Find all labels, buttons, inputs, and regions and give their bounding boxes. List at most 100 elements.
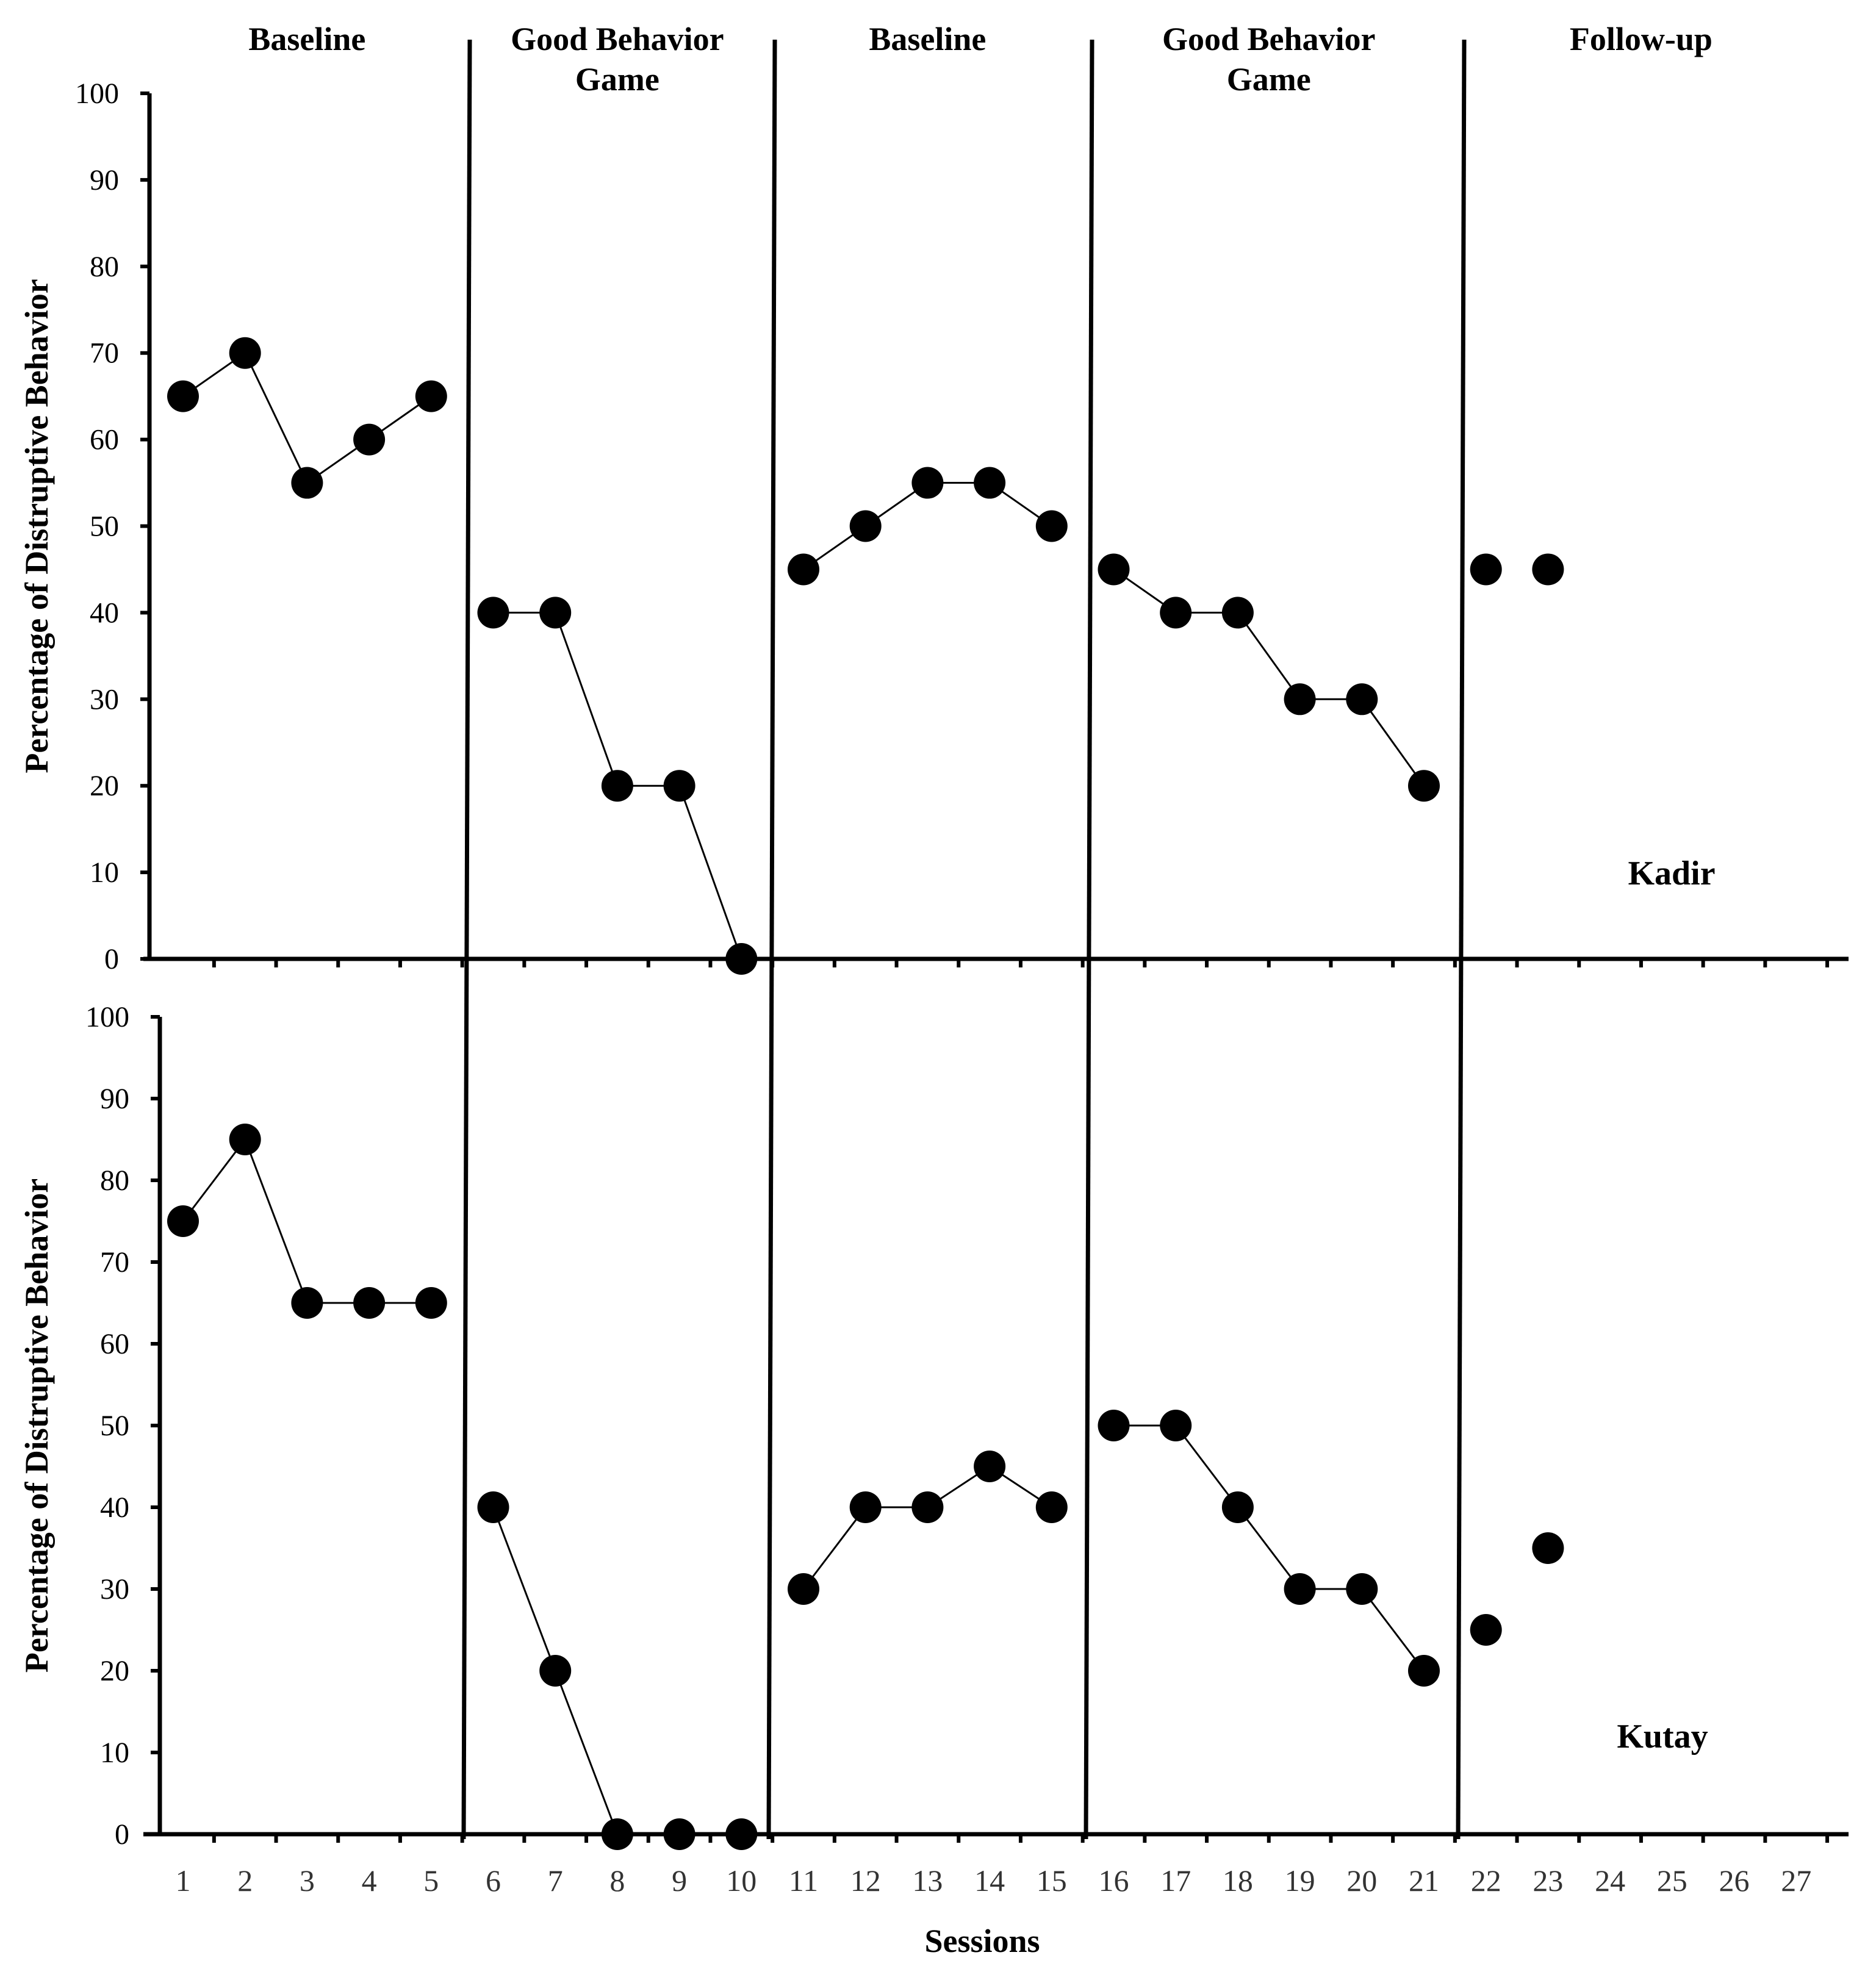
y-tick-label: 60 <box>100 1328 129 1360</box>
y-tick-label: 40 <box>100 1491 129 1524</box>
y-tick-label: 80 <box>100 1164 129 1197</box>
x-tick-label: 24 <box>1595 1863 1625 1898</box>
data-point <box>229 337 261 369</box>
data-point <box>539 1655 572 1687</box>
data-point <box>725 1818 758 1850</box>
data-point <box>1346 1573 1378 1605</box>
data-point <box>477 597 509 629</box>
x-tick-label: 9 <box>672 1863 687 1898</box>
y-tick-label: 30 <box>100 1573 129 1605</box>
x-tick-label: 12 <box>850 1863 881 1898</box>
data-point <box>1532 553 1564 586</box>
data-point <box>415 1287 447 1319</box>
y-tick-label: 90 <box>90 164 119 196</box>
y-tick-label: 0 <box>104 943 119 975</box>
data-point <box>663 770 695 802</box>
data-point <box>788 1573 819 1605</box>
data-point <box>663 1818 695 1850</box>
data-point <box>1221 1491 1254 1523</box>
data-point <box>1532 1532 1564 1564</box>
data-point <box>167 1205 199 1237</box>
data-point <box>1346 683 1378 716</box>
series-line <box>1113 569 1425 787</box>
data-point <box>353 423 386 456</box>
x-tick-label: 20 <box>1346 1863 1377 1898</box>
phase-label: Baseline <box>248 21 365 57</box>
data-point <box>849 510 882 542</box>
x-tick-label: 4 <box>362 1863 377 1898</box>
y-tick-label: 10 <box>100 1737 129 1769</box>
y-axis-title: Percentage of Distruptive Behavior <box>18 279 55 773</box>
phase-change-line <box>766 39 777 1840</box>
x-tick-label: 2 <box>237 1863 253 1898</box>
x-tick-label: 25 <box>1657 1863 1687 1898</box>
series-line <box>182 351 432 484</box>
y-tick-label: 20 <box>100 1655 129 1687</box>
phase-label: Good Behavior <box>511 21 724 57</box>
data-point <box>1221 597 1254 629</box>
data-point <box>911 467 944 499</box>
y-tick-label: 30 <box>90 683 119 716</box>
data-point <box>415 380 447 412</box>
phase-label: Follow-up <box>1570 21 1712 57</box>
data-point <box>477 1491 509 1523</box>
participant-name: Kadir <box>1628 855 1715 892</box>
series-line <box>182 1137 431 1304</box>
y-tick-label: 70 <box>90 337 119 370</box>
data-point <box>1408 1655 1440 1687</box>
x-tick-label: 19 <box>1285 1863 1315 1898</box>
x-tick-label: 13 <box>912 1863 943 1898</box>
data-point <box>1098 1410 1130 1441</box>
x-tick-label: 7 <box>548 1863 563 1898</box>
y-tick-label: 100 <box>75 77 119 110</box>
y-tick-label: 50 <box>90 511 119 543</box>
data-point <box>353 1287 386 1319</box>
y-tick-label: 0 <box>115 1818 129 1851</box>
phase-label: Game <box>575 61 659 98</box>
phase-change-line <box>461 39 472 1840</box>
data-point <box>291 467 323 499</box>
data-point <box>601 1818 633 1850</box>
data-point <box>1035 510 1068 542</box>
phase-label: Good Behavior <box>1162 21 1376 57</box>
y-tick-label: 50 <box>100 1410 129 1442</box>
y-tick-label: 90 <box>100 1083 129 1115</box>
y-tick-label: 40 <box>90 597 119 629</box>
y-axis-title: Percentage of Distruptive Behavior <box>18 1178 55 1673</box>
phase-label: Baseline <box>869 21 986 57</box>
y-tick-label: 10 <box>90 856 119 889</box>
x-tick-label: 23 <box>1533 1863 1563 1898</box>
data-point <box>725 943 758 975</box>
x-tick-label: 21 <box>1409 1863 1439 1898</box>
x-tick-label: 18 <box>1223 1863 1253 1898</box>
data-point <box>1284 1573 1316 1605</box>
y-tick-label: 70 <box>100 1246 129 1279</box>
data-point <box>974 1451 1006 1482</box>
data-point <box>229 1124 261 1155</box>
data-point <box>1470 1614 1502 1646</box>
data-point <box>1284 683 1316 716</box>
data-point <box>1160 597 1192 629</box>
x-tick-label: 22 <box>1471 1863 1501 1898</box>
x-tick-label: 15 <box>1037 1863 1067 1898</box>
data-point <box>167 380 199 412</box>
x-tick-label: 10 <box>726 1863 757 1898</box>
data-point <box>849 1491 882 1523</box>
x-tick-label: 1 <box>176 1863 191 1898</box>
x-tick-label: 6 <box>486 1863 501 1898</box>
y-tick-label: 80 <box>90 251 119 283</box>
x-tick-label: 8 <box>609 1863 625 1898</box>
y-tick-label: 60 <box>90 424 119 456</box>
data-point <box>539 597 572 629</box>
data-point <box>291 1287 323 1319</box>
data-point <box>1098 553 1130 586</box>
phase-change-line <box>1084 39 1094 1840</box>
data-point <box>1408 770 1440 802</box>
x-tick-label: 17 <box>1160 1863 1191 1898</box>
x-tick-label: 5 <box>423 1863 439 1898</box>
participant-name: Kutay <box>1617 1718 1708 1756</box>
x-tick-label: 14 <box>974 1863 1005 1898</box>
x-tick-label: 11 <box>789 1863 818 1898</box>
